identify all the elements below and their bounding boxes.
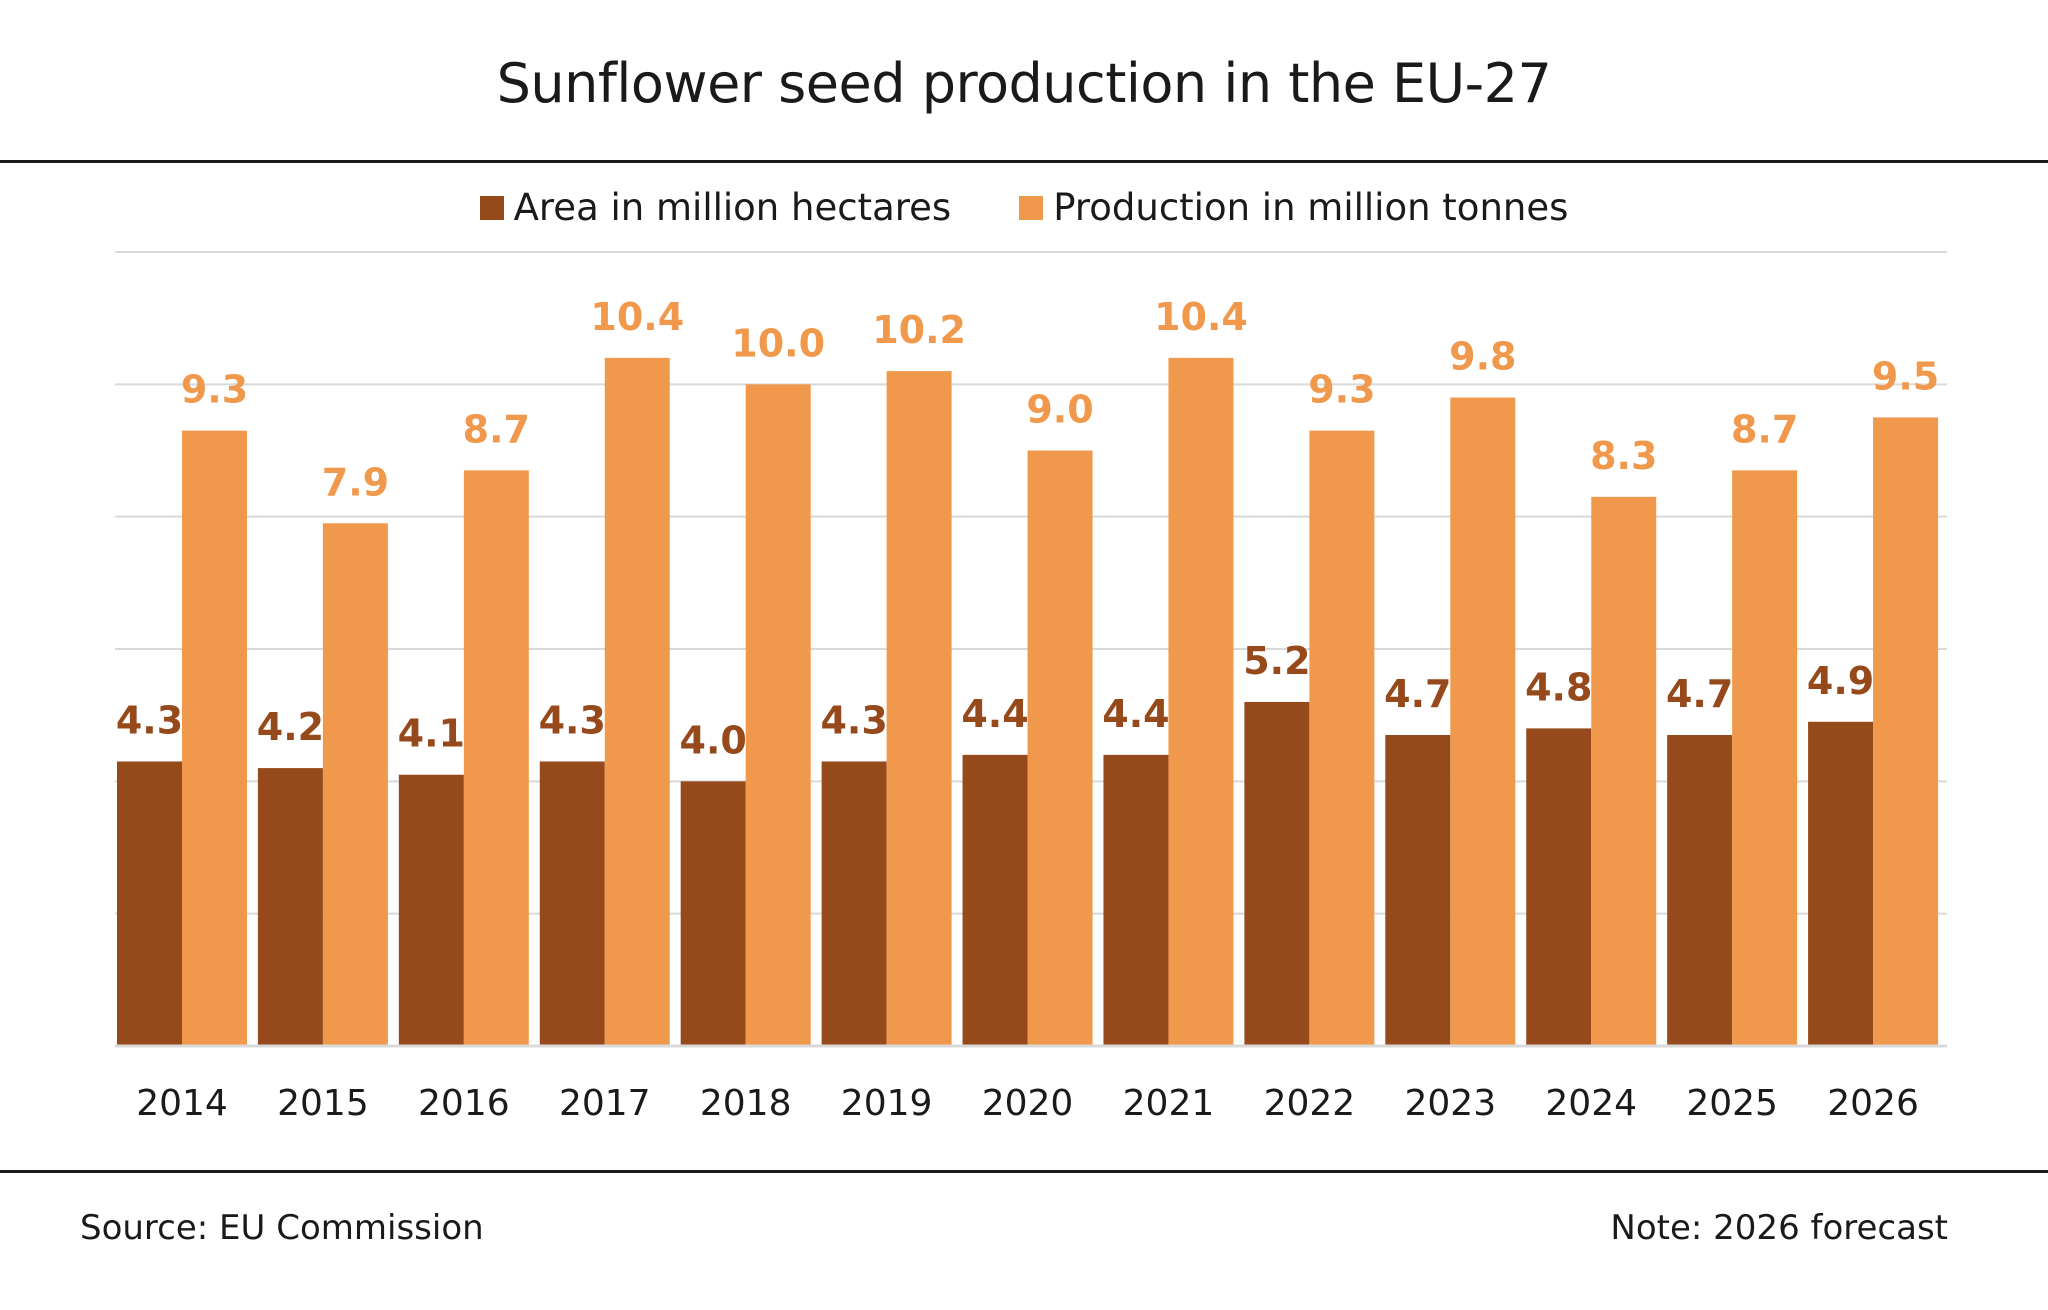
x-tick-label-2026: 2026	[1827, 1083, 1919, 1124]
bar-area-2014	[117, 761, 182, 1046]
x-tick-label-2023: 2023	[1404, 1083, 1496, 1124]
data-label-area-2026: 4.9	[1807, 659, 1874, 703]
x-tick-label-2021: 2021	[1123, 1083, 1215, 1124]
bar-area-2026	[1808, 721, 1874, 1046]
bar-production-2014	[182, 430, 247, 1046]
bar-production-2024	[1591, 496, 1657, 1047]
legend-label-area: Area in million hectares	[513, 186, 952, 229]
bar-production-2022	[1309, 430, 1375, 1046]
x-tick-label-2019: 2019	[841, 1083, 933, 1124]
data-label-area-2020: 4.4	[961, 692, 1028, 736]
bar-area-2015	[257, 768, 323, 1046]
data-label-production-2021: 10.4	[1154, 295, 1248, 339]
bar-area-2024	[1526, 728, 1592, 1046]
bar-production-2020	[1027, 450, 1093, 1046]
bar-production-2025	[1732, 470, 1798, 1047]
legend: Area in million hectares Production in m…	[0, 186, 2048, 229]
bar-chart: 4.3 9.3 2014 4.2 7.9 2015 4.1 8.7 2016 4.3 10.4 201…	[115, 251, 1947, 1124]
legend-item-area: Area in million hectares	[479, 186, 952, 229]
bar-production-2015	[322, 523, 388, 1046]
data-label-production-2014: 9.3	[181, 368, 248, 412]
x-tick-label-2014: 2014	[136, 1083, 228, 1124]
x-tick-label-2025: 2025	[1686, 1083, 1778, 1124]
data-label-area-2018: 4.0	[680, 718, 747, 762]
data-label-area-2023: 4.7	[1384, 672, 1451, 716]
data-label-production-2024: 8.3	[1590, 434, 1657, 478]
bar-area-2025	[1667, 735, 1733, 1046]
bar-area-2018	[680, 781, 746, 1046]
bar-area-2019	[821, 761, 887, 1046]
x-tick-label-2018: 2018	[700, 1083, 792, 1124]
data-label-production-2025: 8.7	[1731, 407, 1798, 451]
data-label-area-2014: 4.3	[116, 698, 183, 742]
bar-area-2020	[962, 754, 1028, 1046]
x-tick-label-2016: 2016	[418, 1083, 510, 1124]
data-label-production-2020: 9.0	[1026, 388, 1093, 432]
bar-production-2021	[1168, 357, 1234, 1046]
data-label-production-2019: 10.2	[872, 308, 966, 352]
data-label-area-2025: 4.7	[1666, 672, 1733, 716]
data-label-production-2016: 8.7	[463, 407, 530, 451]
bar-area-2023	[1385, 735, 1451, 1046]
data-label-area-2015: 4.2	[257, 705, 324, 749]
x-tick-label-2017: 2017	[559, 1083, 651, 1124]
bar-production-2016	[463, 470, 529, 1047]
bar-production-2019	[886, 371, 952, 1047]
data-label-production-2018: 10.0	[731, 321, 825, 365]
data-label-production-2017: 10.4	[590, 295, 684, 339]
data-label-production-2026: 9.5	[1872, 354, 1939, 398]
bar-area-2017	[539, 761, 605, 1046]
data-label-production-2015: 7.9	[322, 460, 389, 504]
data-label-area-2019: 4.3	[820, 698, 887, 742]
bar-production-2026	[1873, 417, 1939, 1047]
top-divider	[0, 160, 2048, 163]
data-label-production-2023: 9.8	[1449, 335, 1516, 379]
data-label-area-2017: 4.3	[539, 698, 606, 742]
data-label-area-2016: 4.1	[398, 712, 465, 756]
bar-production-2018	[745, 384, 811, 1046]
bar-area-2022	[1244, 701, 1310, 1046]
source-note: Source: EU Commission	[80, 1208, 484, 1248]
data-label-area-2021: 4.4	[1102, 692, 1169, 736]
x-tick-label-2024: 2024	[1545, 1083, 1637, 1124]
x-tick-label-2022: 2022	[1264, 1083, 1356, 1124]
bar-area-2021	[1103, 754, 1169, 1046]
chart-title: Sunflower seed production in the EU-27	[496, 52, 1552, 115]
bottom-divider	[0, 1170, 2048, 1173]
x-tick-label-2020: 2020	[982, 1083, 1074, 1124]
legend-swatch-production	[1019, 195, 1044, 220]
data-label-area-2022: 5.2	[1243, 639, 1310, 683]
data-label-production-2022: 9.3	[1308, 368, 1375, 412]
legend-label-production: Production in million tonnes	[1053, 186, 1569, 229]
bar-production-2017	[604, 357, 670, 1046]
bar-area-2016	[398, 774, 464, 1046]
legend-item-production: Production in million tonnes	[1019, 186, 1568, 229]
legend-swatch-area	[479, 195, 504, 220]
data-label-area-2024: 4.8	[1525, 665, 1592, 709]
forecast-note: Note: 2026 forecast	[1610, 1208, 1948, 1248]
bar-production-2023	[1450, 397, 1516, 1047]
x-tick-label-2015: 2015	[277, 1083, 369, 1124]
